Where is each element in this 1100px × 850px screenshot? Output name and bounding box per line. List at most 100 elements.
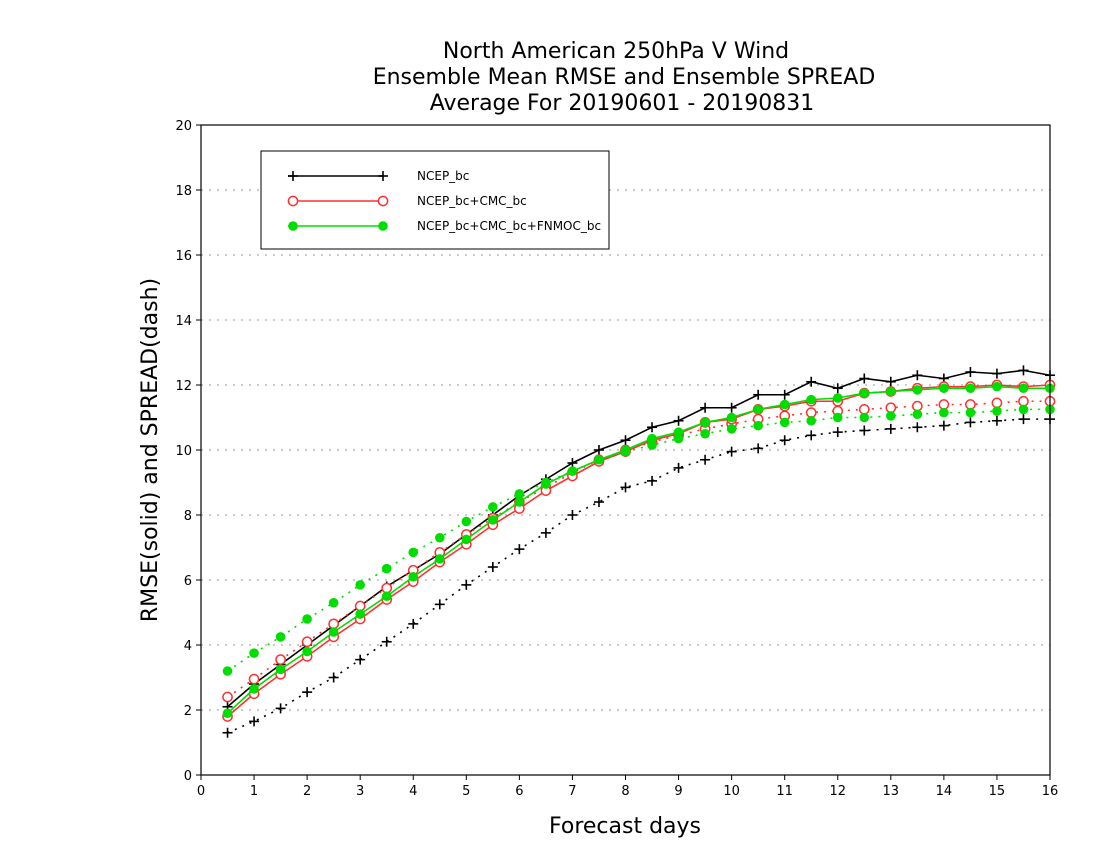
series-ncep-bc-rmse-point: [859, 373, 870, 384]
series-ncep-bc-rmse-point: [912, 370, 923, 381]
x-tick-label: 14: [936, 784, 953, 799]
series-ncep-bc-cmc-bc-rmse-line: [227, 384, 1051, 718]
series-ncep-bc-cmc-bc-fnmoc-bc-spread-point: [779, 417, 790, 428]
series-ncep-bc-cmc-bc-fnmoc-bc-spread-point: [832, 412, 843, 423]
series-ncep-bc-spread-point: [885, 423, 896, 434]
series-ncep-bc-rmse-point: [726, 402, 737, 413]
series-ncep-bc-spread-point: [620, 482, 631, 493]
x-tick-label: 3: [356, 784, 364, 799]
x-tick-label: 9: [674, 784, 682, 799]
series-ncep-bc-spread-point: [938, 420, 949, 431]
series-ncep-bc-cmc-bc-fnmoc-bc-rmse-point: [912, 385, 923, 395]
series-ncep-bc-cmc-bc-fnmoc-bc-spread-point: [912, 409, 923, 420]
series-ncep-bc-spread-point: [249, 716, 260, 727]
legend-label-ncep-bc-cmc-bc: NCEP_bc+CMC_bc: [417, 194, 527, 208]
series-ncep-bc-spread-point: [700, 454, 711, 465]
x-tick-label: 11: [776, 784, 793, 799]
series-ncep-bc-spread-point: [832, 427, 843, 438]
series-ncep-bc-spread-point: [593, 497, 604, 507]
series-ncep-bc-cmc-bc-fnmoc-bc-spread-point: [355, 580, 365, 590]
series-ncep-bc-cmc-bc-fnmoc-bc-rmse-point: [673, 427, 684, 437]
series-ncep-bc-cmc-bc-fnmoc-bc-rmse-point: [620, 445, 631, 455]
series-ncep-bc-spread-point: [965, 417, 976, 428]
series-ncep-bc-cmc-bc-fnmoc-bc-spread-point: [381, 563, 392, 574]
series-ncep-bc-spread-point: [302, 687, 313, 698]
series-ncep-bc-spread-point: [275, 703, 286, 714]
series-ncep-bc-cmc-bc-spread-point: [1018, 395, 1029, 407]
series-ncep-bc-cmc-bc-fnmoc-bc-rmse-point: [355, 609, 365, 619]
series-ncep-bc-spread-point: [779, 435, 790, 446]
chart-title-line-1: North American 250hPa V Wind: [443, 39, 789, 64]
x-tick-label: 10: [723, 784, 740, 799]
series-ncep-bc-spread-point: [381, 636, 392, 647]
series-ncep-bc-cmc-bc-fnmoc-bc-rmse-point: [992, 381, 1002, 392]
series-ncep-bc-cmc-bc-fnmoc-bc-rmse-point: [939, 383, 949, 394]
series-ncep-bc-cmc-bc-fnmoc-bc-rmse-point: [381, 591, 392, 602]
series-ncep-bc-cmc-bc-fnmoc-bc-rmse-point: [434, 554, 445, 564]
series-ncep-bc-spread-point: [355, 654, 366, 665]
series-ncep-bc-spread-point: [859, 425, 870, 436]
series-ncep-bc-cmc-bc-fnmoc-bc-rmse-point: [647, 433, 657, 444]
legend-marker-ncep-bc: [378, 171, 388, 181]
y-tick-label: 10: [175, 444, 192, 459]
legend-label-ncep-bc-cmc-bc-fnmoc-bc: NCEP_bc+CMC_bc+FNMOC_bc: [417, 219, 601, 233]
series-ncep-bc-cmc-bc-fnmoc-bc-spread-point: [859, 412, 870, 423]
chart-title-line-3: Average For 20190601 - 20190831: [430, 91, 815, 116]
series-ncep-bc-spread-point: [434, 599, 445, 610]
series-ncep-bc-cmc-bc-fnmoc-bc-spread-point: [939, 407, 949, 418]
series-ncep-bc-cmc-bc-spread-point: [991, 397, 1003, 409]
series-ncep-bc-spread-point: [647, 475, 658, 486]
x-tick-label: 8: [621, 784, 629, 799]
series-ncep-bc-spread-point: [514, 544, 525, 555]
y-tick-label: 14: [175, 314, 192, 329]
x-axis-label: Forecast days: [549, 814, 701, 839]
series-ncep-bc-rmse-point: [673, 415, 684, 426]
legend-label-ncep-bc: NCEP_bc: [417, 169, 469, 183]
series-ncep-bc-cmc-bc-fnmoc-bc-rmse-point: [461, 534, 472, 545]
series-ncep-bc-spread-point: [726, 446, 737, 457]
series-ncep-bc-cmc-bc-fnmoc-bc-spread-point: [408, 547, 419, 558]
legend: NCEP_bc NCEP_bc+CMC_bc NCEP_bc+CMC_bc+FNMO…: [260, 150, 610, 250]
series-ncep-bc-spread-point: [408, 618, 419, 629]
x-tick-label: 16: [1042, 784, 1059, 799]
x-tick-label: 5: [462, 784, 470, 799]
x-tick-label: 4: [409, 784, 417, 799]
series-ncep-bc-cmc-bc-spread-point: [805, 407, 817, 418]
series-ncep-bc-cmc-bc-fnmoc-bc-rmse-line: [226, 385, 1050, 714]
series-ncep-bc-cmc-bc-spread-point: [938, 399, 950, 410]
y-tick-label: 0: [184, 769, 192, 784]
series-ncep-bc-rmse-point: [965, 367, 976, 377]
series-ncep-bc-cmc-bc-spread-point: [381, 582, 393, 594]
series-ncep-bc-cmc-bc-fnmoc-bc-rmse-point: [832, 393, 843, 403]
series-ncep-bc-cmc-bc-spread-point: [911, 400, 923, 412]
y-tick-label: 12: [175, 379, 192, 394]
x-tick-label: 6: [515, 784, 523, 799]
series-ncep-bc-rmse-point: [779, 389, 790, 400]
series-layer: [222, 365, 1056, 738]
x-tick-label: 12: [829, 784, 846, 799]
series-ncep-bc-cmc-bc-spread-point: [301, 636, 313, 648]
x-tick-label: 13: [883, 784, 900, 799]
series-ncep-bc-cmc-bc-fnmoc-bc-spread-point: [886, 411, 896, 421]
series-ncep-bc-rmse-point: [991, 368, 1002, 379]
series-ncep-bc-cmc-bc-fnmoc-bc-rmse-point: [806, 394, 817, 405]
x-tick-label: 2: [303, 784, 311, 799]
series-ncep-bc-spread-point: [753, 443, 764, 454]
series-ncep-bc-spread-point: [806, 430, 817, 441]
series-ncep-bc-cmc-bc-fnmoc-bc-spread-point: [1018, 404, 1029, 415]
series-ncep-bc-rmse-point: [753, 389, 764, 400]
series-ncep-bc-cmc-bc-spread-point: [965, 399, 976, 410]
series-ncep-bc-cmc-bc-fnmoc-bc-spread-point: [992, 406, 1002, 416]
x-tick-label: 15: [989, 784, 1006, 799]
series-ncep-bc-cmc-bc-spread-point: [354, 600, 366, 612]
y-tick-label: 16: [175, 249, 192, 264]
y-tick-label: 20: [175, 119, 192, 134]
y-tick-label: 2: [184, 704, 192, 719]
series-ncep-bc-cmc-bc-fnmoc-bc-rmse-point: [1018, 383, 1029, 394]
series-ncep-bc-cmc-bc-fnmoc-bc-rmse-point: [488, 515, 498, 525]
series-ncep-bc-cmc-bc-fnmoc-bc-rmse-point: [541, 479, 551, 489]
series-ncep-bc-cmc-bc-fnmoc-bc-rmse-point: [275, 664, 286, 675]
series-ncep-bc-cmc-bc-fnmoc-bc-rmse-point: [726, 412, 737, 423]
series-ncep-bc-cmc-bc-fnmoc-bc-spread-point: [461, 516, 472, 527]
